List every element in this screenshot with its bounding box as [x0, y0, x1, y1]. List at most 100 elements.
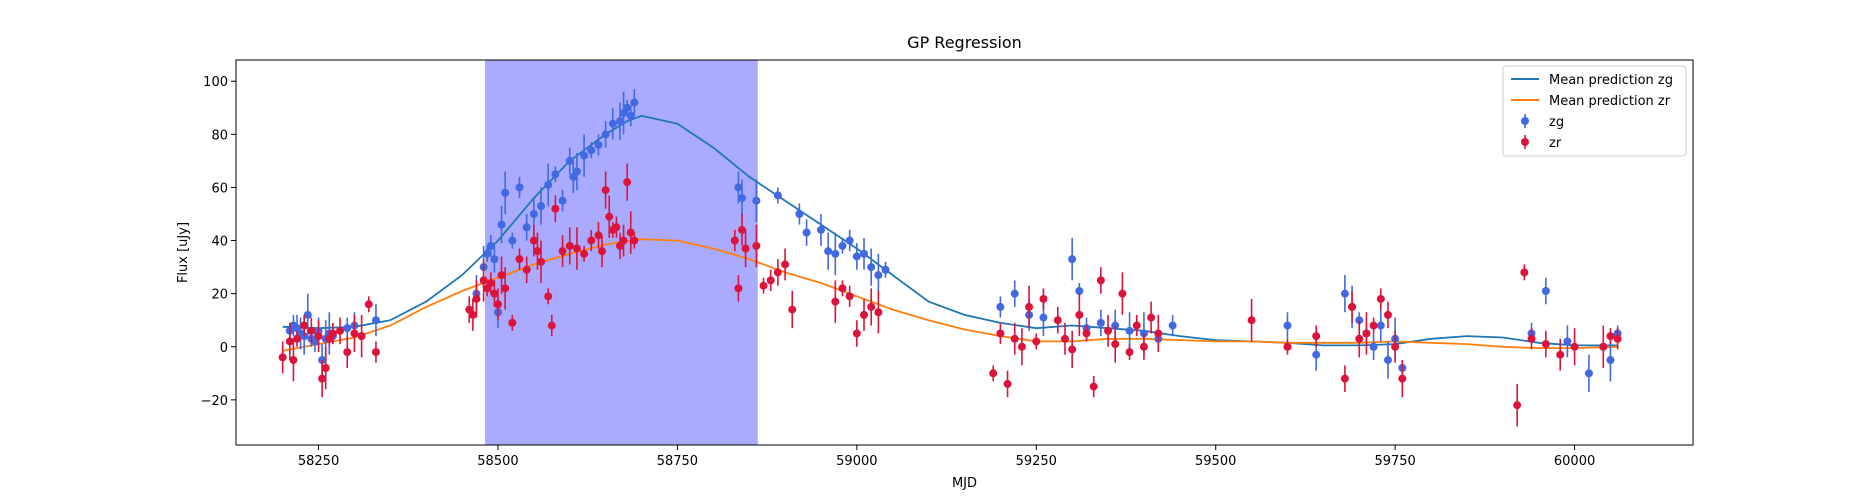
marker — [1383, 310, 1392, 319]
data-point-zg — [544, 163, 553, 207]
data-point-zr — [759, 277, 768, 294]
data-point-zr — [1348, 291, 1357, 323]
x-tick-label: 58750 — [657, 454, 698, 469]
data-point-zg — [623, 99, 632, 116]
data-point-zr — [289, 338, 298, 382]
data-point-zr — [1154, 314, 1163, 353]
data-point-zg — [867, 248, 876, 286]
marker — [1527, 334, 1536, 343]
data-point-zr — [626, 211, 635, 254]
legend: Mean prediction zg Mean prediction zr zg zr — [1502, 65, 1687, 157]
marker — [468, 310, 477, 319]
data-point-zg — [1563, 325, 1572, 358]
data-point-zg — [508, 232, 517, 249]
data-point-zg — [486, 235, 495, 257]
data-point-zr — [1060, 322, 1069, 355]
marker — [838, 241, 847, 250]
data-point-zr — [565, 227, 574, 265]
data-point-zg — [565, 147, 574, 175]
marker — [845, 292, 854, 301]
marker — [508, 236, 517, 245]
marker — [867, 263, 876, 272]
marker — [1096, 318, 1105, 327]
data-point-zg — [626, 105, 635, 127]
marker — [1039, 294, 1048, 303]
marker — [572, 167, 581, 176]
data-point-zr — [493, 288, 502, 321]
plot-frame — [235, 59, 1694, 446]
marker — [508, 318, 517, 327]
marker — [285, 337, 294, 346]
marker — [860, 249, 869, 258]
marker — [371, 348, 380, 357]
marker — [802, 228, 811, 237]
marker — [860, 310, 869, 319]
data-point-zg — [816, 214, 825, 246]
y-tick-label: 20 — [211, 288, 228, 303]
data-point-zr — [1391, 330, 1400, 363]
data-point-zr — [1513, 383, 1522, 427]
data-point-zr — [860, 298, 869, 331]
marker — [619, 236, 628, 245]
data-point-zr — [601, 171, 610, 209]
marker — [1017, 342, 1026, 351]
data-point-zg — [874, 253, 883, 297]
data-point-zg — [601, 121, 610, 148]
data-point-zr — [533, 232, 542, 270]
data-point-zr — [1003, 370, 1012, 398]
data-point-zr — [587, 229, 596, 252]
marker — [515, 183, 524, 192]
data-point-zr — [572, 227, 581, 270]
marker — [490, 255, 499, 264]
marker — [1362, 329, 1371, 338]
marker — [1060, 334, 1069, 343]
marker — [289, 356, 298, 365]
x-tick-label: 60000 — [1554, 454, 1595, 469]
data-point-zr — [328, 322, 337, 345]
marker — [1340, 289, 1349, 298]
marker — [1032, 337, 1041, 346]
marker — [630, 236, 639, 245]
marker — [350, 329, 359, 338]
marker — [874, 308, 883, 317]
marker — [1111, 340, 1120, 349]
data-point-zr — [1599, 325, 1608, 368]
y-tick-label: 40 — [211, 235, 228, 250]
marker — [1068, 345, 1077, 354]
data-point-zr — [623, 163, 632, 201]
data-point-zr — [547, 314, 556, 337]
marker — [321, 364, 330, 372]
data-point-zr — [479, 259, 488, 302]
data-point-zr — [1104, 314, 1113, 347]
marker — [1010, 334, 1019, 343]
data-point-zr — [1362, 312, 1371, 355]
marker — [1312, 332, 1321, 341]
data-point-zr — [788, 291, 797, 329]
data-point-zg — [580, 134, 589, 177]
data-point-zr — [350, 314, 359, 353]
data-point-zg — [773, 187, 782, 204]
marker — [1039, 313, 1048, 322]
marker — [1003, 379, 1012, 388]
marker — [486, 241, 495, 250]
data-point-zr — [1068, 330, 1077, 368]
data-point-zr — [752, 224, 761, 268]
data-point-zr — [845, 285, 854, 307]
marker — [852, 252, 861, 261]
data-point-zr — [522, 256, 531, 284]
marker — [479, 276, 488, 285]
data-points-layer — [278, 89, 1622, 427]
data-point-zr — [741, 229, 750, 268]
marker — [1125, 326, 1134, 335]
data-point-zr — [766, 269, 775, 291]
marker — [831, 249, 840, 258]
data-point-zr — [989, 365, 998, 382]
data-point-zg — [1096, 309, 1105, 337]
data-point-zr — [508, 314, 517, 331]
data-point-zr — [343, 336, 352, 368]
data-point-zg — [483, 245, 492, 262]
marker — [515, 255, 524, 264]
data-point-zg — [1369, 333, 1378, 361]
data-point-zr — [1082, 325, 1091, 342]
data-point-zg — [881, 261, 890, 278]
